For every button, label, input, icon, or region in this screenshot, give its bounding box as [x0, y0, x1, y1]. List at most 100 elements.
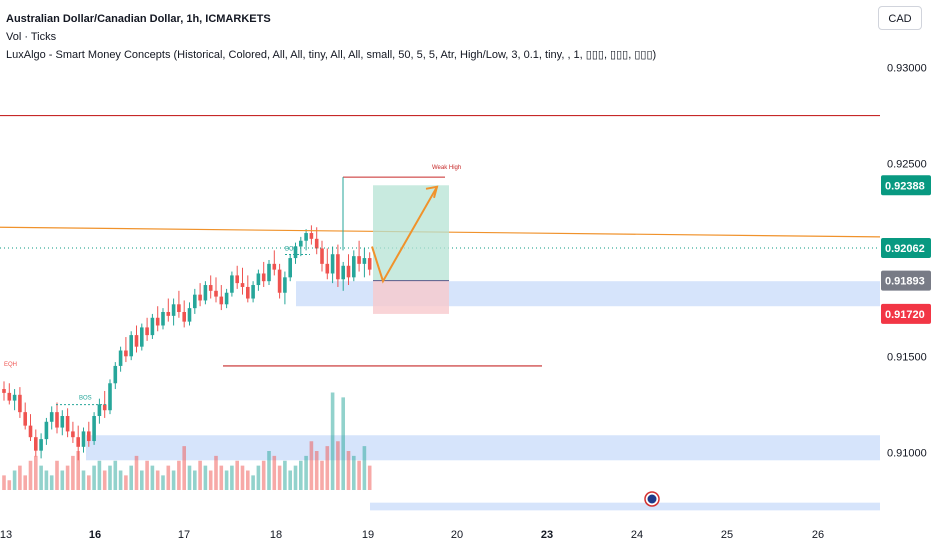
candle-body [272, 263, 277, 270]
candle-body [325, 263, 330, 274]
candle-body [97, 404, 102, 416]
volume-bar [219, 465, 224, 490]
eqh-label: EQH [4, 362, 17, 368]
candle-body [76, 437, 80, 447]
volume-bar [39, 465, 43, 490]
bos-label: BOS [285, 246, 298, 252]
volume-bar [299, 460, 303, 490]
candle-body [320, 248, 324, 264]
volume-bar [240, 465, 245, 490]
candle-body [309, 233, 314, 239]
candle-body [224, 292, 229, 305]
volume-bar [71, 455, 75, 490]
volume-bar [283, 460, 287, 490]
volume-bar [113, 460, 118, 490]
volume-bar [166, 465, 171, 490]
candle-body [12, 394, 17, 401]
candle-body [367, 258, 372, 270]
volume-bar [320, 460, 324, 490]
x-tick-label: 25 [721, 529, 733, 541]
volume-bar [161, 475, 165, 490]
volume-bar [65, 465, 70, 490]
volume-bar [367, 465, 372, 490]
candle-body [177, 304, 181, 312]
volume-bar [182, 446, 186, 490]
projection-path [371, 186, 438, 284]
volume-bar [330, 392, 335, 490]
candle-body [92, 416, 96, 442]
volume-bar [309, 441, 314, 490]
legend-volume[interactable]: Vol · Ticks [6, 31, 57, 43]
volume-bar [44, 470, 49, 490]
volume-bar [346, 451, 351, 490]
volume-bar [230, 465, 234, 490]
x-tick-label: 26 [812, 529, 824, 541]
candle-body [341, 265, 345, 280]
candle-body [203, 285, 208, 301]
bos-label: BOS [79, 396, 92, 402]
volume-bar [272, 455, 277, 490]
chart-legend: Australian Dollar/Canadian Dollar, 1h, I… [6, 10, 656, 64]
volume-bar [102, 470, 107, 490]
price-label-tag [881, 175, 931, 196]
x-tick-label: 23 [541, 529, 553, 541]
volume-bar [357, 460, 361, 490]
volume-bar [198, 460, 202, 490]
candle-body [261, 273, 266, 282]
volume-bar [293, 465, 298, 490]
candle-body [102, 404, 107, 411]
candle-body [171, 304, 176, 316]
candle-body [49, 412, 54, 422]
volume-bar [155, 470, 160, 490]
volume-bar [256, 465, 261, 490]
demand-zone [370, 502, 880, 511]
candle-body [314, 238, 319, 249]
volume-bar [81, 470, 86, 490]
candle-body [346, 265, 351, 278]
demand-zone [86, 435, 880, 461]
candle-body [336, 254, 340, 280]
volume-bar [76, 451, 80, 490]
volume-bar [7, 480, 12, 490]
volume-bar [108, 465, 112, 490]
volume-bar [134, 455, 139, 490]
legend-symbol[interactable]: Australian Dollar/Canadian Dollar, 1h, I… [6, 13, 271, 25]
candle-body [155, 317, 160, 326]
volume-bar [304, 455, 308, 490]
candle-body [150, 317, 155, 336]
candle-body [256, 273, 261, 286]
volume-bar [362, 446, 367, 490]
price-label-tag [881, 270, 931, 291]
volume-bar [288, 470, 292, 490]
volume-bar [193, 470, 197, 490]
stop-zone [373, 280, 449, 314]
volume-bar [124, 475, 128, 490]
x-tick-label: 13 [0, 529, 12, 541]
projection-arrowhead [425, 185, 439, 199]
x-tick-label: 18 [270, 529, 282, 541]
y-tick-label: 0.92500 [887, 159, 927, 171]
volume-bar [118, 470, 123, 490]
volume-bar [325, 446, 330, 490]
price-label-tag [881, 238, 931, 259]
legend-indicator[interactable]: LuxAlgo - Smart Money Concepts (Historic… [6, 49, 657, 61]
x-tick-label: 17 [178, 529, 190, 541]
candle-body [240, 283, 245, 287]
y-tick-label: 0.91500 [887, 351, 927, 363]
currency-button[interactable]: CAD [878, 6, 922, 30]
volume-bar [60, 470, 65, 490]
volume-bar [28, 460, 33, 490]
x-tick-label: 16 [89, 529, 101, 541]
candle-body [113, 365, 118, 384]
candle-body [87, 431, 91, 442]
candle-body [230, 275, 234, 293]
candle-body [71, 431, 75, 438]
candle-body [145, 327, 149, 336]
y-tick-label: 0.93000 [887, 62, 927, 74]
x-tick-label: 24 [631, 529, 643, 541]
price-label-text: 0.92388 [885, 180, 925, 192]
volume-bar [352, 455, 356, 490]
candle-body [198, 294, 202, 301]
volume-bar [203, 465, 208, 490]
